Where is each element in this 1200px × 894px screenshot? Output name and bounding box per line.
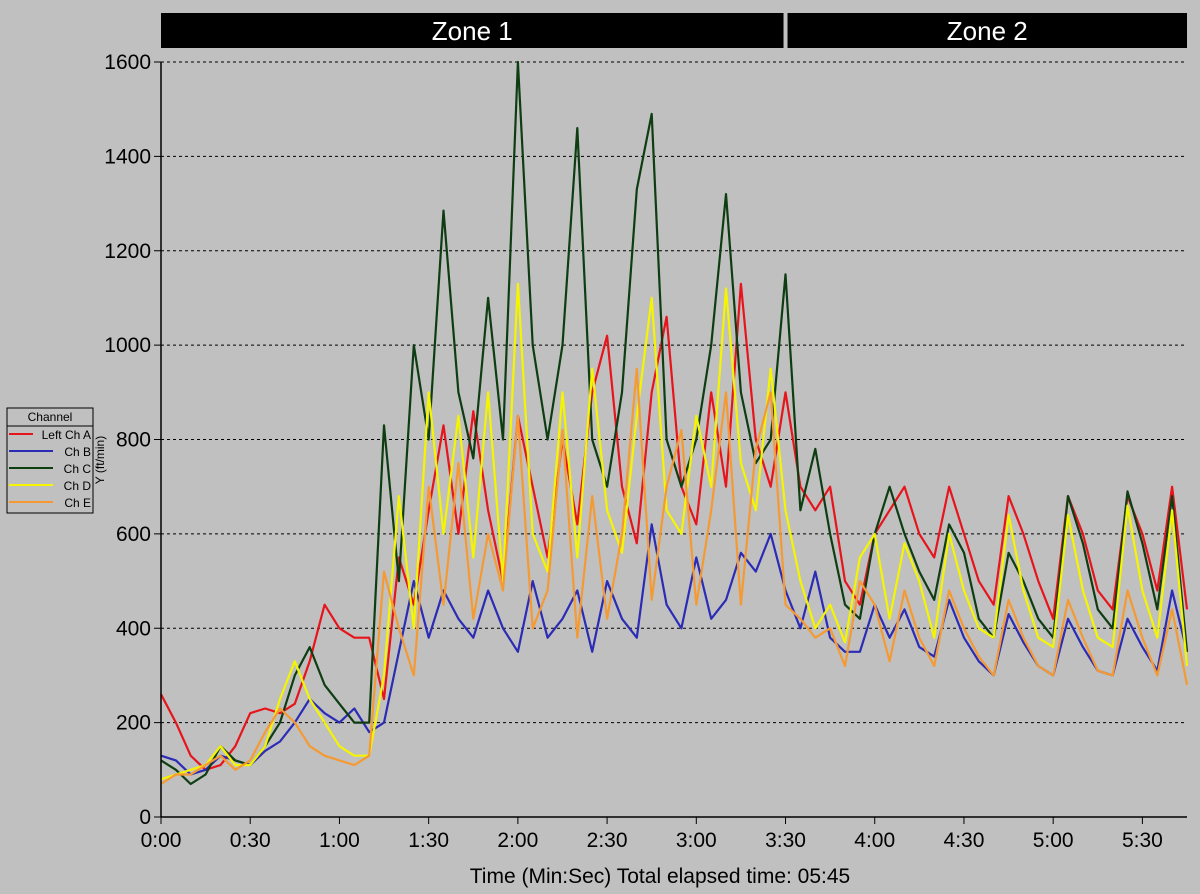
y-tick-label: 200 — [116, 712, 151, 735]
x-tick-label: 2:30 — [587, 829, 628, 852]
legend-title: Channel — [28, 410, 73, 424]
legend-entry: Left Ch A — [42, 428, 91, 442]
x-tick-label: 4:00 — [854, 829, 895, 852]
zone-band — [161, 13, 784, 48]
x-tick-label: 2:00 — [497, 829, 538, 852]
x-tick-label: 3:30 — [765, 829, 806, 852]
legend-entry: Ch E — [64, 496, 91, 510]
series-line-ch-e — [160, 367, 1189, 785]
x-tick-label: 0:30 — [230, 829, 271, 852]
zone-band — [787, 13, 1187, 48]
y-axis-label: Y (ft/min) — [93, 436, 107, 484]
y-tick-label: 800 — [116, 429, 151, 452]
legend-entry: Ch B — [64, 445, 91, 459]
series-line-ch-d — [160, 282, 1189, 781]
y-tick-label: 1000 — [104, 334, 151, 357]
x-tick-label: 3:00 — [676, 829, 717, 852]
y-tick-label: 0 — [139, 806, 151, 829]
y-tick-label: 600 — [116, 523, 151, 546]
y-tick-label: 1400 — [104, 145, 151, 168]
axes: 0 200 400 600 800 1000 1200 1400 1600 0:00 0:30 1:0… — [104, 51, 1187, 852]
x-tick-label: 5:30 — [1122, 829, 1163, 852]
y-tick-label: 400 — [116, 617, 151, 640]
x-axis-label: Time (Min:Sec) Total elapsed time: 05:45 — [470, 865, 851, 888]
gridlines — [161, 61, 1187, 724]
zone-label: Zone 1 — [432, 16, 513, 46]
zone-bar: Zone 1 Zone 2 — [161, 13, 1187, 48]
series-line-ch-c — [160, 60, 1189, 786]
x-tick-label: 1:30 — [408, 829, 449, 852]
legend-entry: Ch D — [64, 479, 92, 493]
x-tick-label: 5:00 — [1033, 829, 1074, 852]
x-tick-label: 4:30 — [944, 829, 985, 852]
series-line-left-ch-a — [160, 282, 1189, 771]
legend: Channel Left Ch A Ch B Ch C Ch D Ch E — [6, 407, 94, 514]
series-group — [160, 60, 1189, 786]
legend-entry: Ch C — [64, 462, 92, 476]
y-tick-label: 1600 — [104, 51, 151, 74]
x-tick-label: 0:00 — [141, 829, 182, 852]
series-line-ch-b — [160, 523, 1189, 776]
zone-label: Zone 2 — [947, 16, 1028, 46]
y-tick-label: 1200 — [104, 240, 151, 263]
x-tick-label: 1:00 — [319, 829, 360, 852]
